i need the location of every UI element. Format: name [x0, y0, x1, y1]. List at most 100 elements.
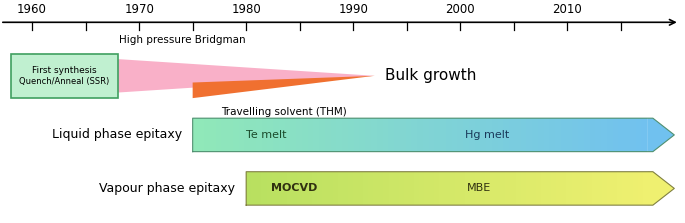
Polygon shape — [643, 172, 648, 205]
Polygon shape — [302, 172, 307, 205]
Polygon shape — [578, 118, 584, 152]
Polygon shape — [273, 118, 279, 152]
Polygon shape — [627, 172, 632, 205]
Text: High pressure Bridgman: High pressure Bridgman — [119, 35, 245, 45]
Text: Vapour phase epitaxy: Vapour phase epitaxy — [99, 182, 236, 195]
Polygon shape — [282, 172, 287, 205]
Polygon shape — [353, 172, 358, 205]
Polygon shape — [394, 172, 399, 205]
Polygon shape — [470, 172, 475, 205]
Polygon shape — [192, 76, 375, 98]
Polygon shape — [446, 118, 451, 152]
Polygon shape — [314, 118, 319, 152]
Polygon shape — [348, 172, 353, 205]
Polygon shape — [551, 172, 556, 205]
Polygon shape — [509, 118, 515, 152]
Polygon shape — [216, 118, 221, 152]
Polygon shape — [541, 172, 546, 205]
Polygon shape — [377, 118, 382, 152]
Polygon shape — [363, 172, 369, 205]
Polygon shape — [469, 118, 475, 152]
Polygon shape — [290, 118, 296, 152]
Polygon shape — [227, 118, 233, 152]
Polygon shape — [307, 172, 312, 205]
Polygon shape — [287, 172, 292, 205]
Polygon shape — [602, 172, 607, 205]
Text: Hg melt: Hg melt — [465, 130, 509, 140]
Polygon shape — [475, 172, 480, 205]
Polygon shape — [641, 118, 647, 152]
Polygon shape — [378, 172, 384, 205]
Polygon shape — [516, 172, 521, 205]
Polygon shape — [546, 172, 551, 205]
Polygon shape — [245, 118, 250, 152]
Polygon shape — [607, 118, 612, 152]
Polygon shape — [411, 118, 417, 152]
Polygon shape — [331, 118, 336, 152]
Polygon shape — [566, 172, 571, 205]
Polygon shape — [460, 172, 465, 205]
Polygon shape — [638, 172, 643, 205]
Polygon shape — [348, 118, 353, 152]
Polygon shape — [312, 172, 317, 205]
Text: MBE: MBE — [467, 184, 491, 193]
Polygon shape — [503, 118, 509, 152]
Polygon shape — [399, 172, 403, 205]
Polygon shape — [323, 172, 327, 205]
Polygon shape — [556, 172, 562, 205]
Polygon shape — [358, 172, 363, 205]
Polygon shape — [475, 118, 480, 152]
Text: 1990: 1990 — [338, 3, 368, 16]
Polygon shape — [319, 118, 325, 152]
Text: 1980: 1980 — [232, 3, 261, 16]
Polygon shape — [325, 118, 331, 152]
Polygon shape — [296, 118, 302, 152]
Polygon shape — [555, 118, 561, 152]
Text: Te melt: Te melt — [246, 130, 286, 140]
Polygon shape — [233, 118, 238, 152]
Text: 2000: 2000 — [445, 3, 475, 16]
Text: Travelling solvent (THM): Travelling solvent (THM) — [221, 107, 347, 117]
Polygon shape — [285, 118, 290, 152]
Polygon shape — [612, 172, 617, 205]
Bar — [11, 54, 118, 98]
Text: Quench/Anneal (SSR): Quench/Anneal (SSR) — [19, 77, 110, 86]
Polygon shape — [360, 118, 365, 152]
Polygon shape — [406, 118, 411, 152]
Polygon shape — [647, 118, 674, 152]
Polygon shape — [590, 118, 595, 152]
Polygon shape — [636, 118, 641, 152]
Polygon shape — [544, 118, 549, 152]
Polygon shape — [384, 172, 388, 205]
Polygon shape — [342, 118, 348, 152]
Polygon shape — [333, 172, 338, 205]
Polygon shape — [521, 172, 526, 205]
Polygon shape — [532, 118, 538, 152]
Polygon shape — [531, 172, 536, 205]
Polygon shape — [342, 172, 348, 205]
Polygon shape — [308, 118, 314, 152]
Polygon shape — [409, 172, 414, 205]
Text: 2010: 2010 — [552, 3, 582, 16]
Polygon shape — [480, 172, 485, 205]
Polygon shape — [592, 172, 597, 205]
Polygon shape — [630, 118, 636, 152]
Polygon shape — [266, 172, 271, 205]
Polygon shape — [571, 172, 577, 205]
Polygon shape — [455, 172, 460, 205]
Polygon shape — [495, 172, 500, 205]
Polygon shape — [302, 118, 308, 152]
Polygon shape — [612, 118, 619, 152]
Polygon shape — [440, 118, 446, 152]
Polygon shape — [336, 118, 342, 152]
Polygon shape — [485, 172, 490, 205]
Polygon shape — [463, 118, 469, 152]
Polygon shape — [561, 118, 566, 152]
Polygon shape — [648, 172, 674, 205]
Polygon shape — [497, 118, 503, 152]
Polygon shape — [251, 172, 256, 205]
Polygon shape — [256, 172, 262, 205]
Polygon shape — [221, 118, 227, 152]
Polygon shape — [382, 118, 388, 152]
Polygon shape — [267, 118, 273, 152]
